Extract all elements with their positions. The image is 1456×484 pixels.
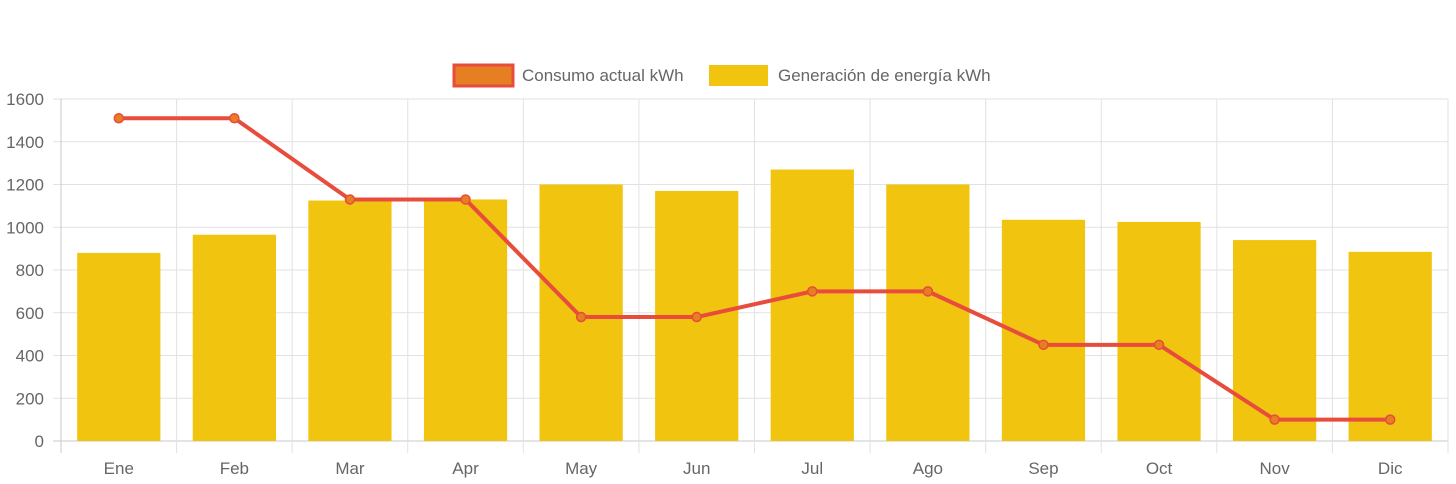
y-tick-label: 1200 xyxy=(6,176,44,195)
point-mar[interactable] xyxy=(344,194,356,205)
x-tick-label-jun: Jun xyxy=(683,459,710,478)
bar-feb[interactable] xyxy=(192,234,276,441)
x-tick-label-feb: Feb xyxy=(220,459,249,478)
point-may[interactable] xyxy=(575,311,587,323)
point-dic[interactable] xyxy=(1384,414,1396,425)
point-oct[interactable] xyxy=(1153,339,1165,351)
bar-jul[interactable] xyxy=(770,169,854,441)
consumo-line xyxy=(118,116,1391,422)
bar-oct[interactable] xyxy=(1117,221,1201,441)
legend-item-consumo[interactable]: Consumo actual kWh xyxy=(452,63,684,88)
x-tick-label-dic: Dic xyxy=(1378,459,1403,478)
point-ago[interactable] xyxy=(922,286,934,297)
axes: 0 200 400 600 800 1000 1200 1400 1600 Ene Feb Mar Ap… xyxy=(6,90,1403,478)
x-tick-label-may: May xyxy=(565,459,598,478)
y-tick-label: 1400 xyxy=(6,133,44,152)
y-tick-label: 600 xyxy=(16,304,44,323)
legend-label-consumo: Consumo actual kWh xyxy=(522,66,684,85)
x-tick-label-apr: Apr xyxy=(452,459,479,478)
y-tick-label: 200 xyxy=(16,389,44,408)
bar-dic[interactable] xyxy=(1348,251,1432,441)
bar-nov[interactable] xyxy=(1233,240,1317,441)
point-sep[interactable] xyxy=(1038,339,1049,351)
y-tick-label: 1600 xyxy=(6,90,44,109)
y-tick-label: 800 xyxy=(16,261,44,280)
x-tick-label-ene: Ene xyxy=(104,459,134,478)
bar-ago[interactable] xyxy=(886,184,970,442)
bar-ene[interactable] xyxy=(77,252,161,441)
y-tick-label: 1000 xyxy=(6,218,44,237)
point-ene[interactable] xyxy=(113,112,125,124)
x-tick-label-oct: Oct xyxy=(1146,459,1173,478)
y-tick-label: 400 xyxy=(16,347,44,366)
x-tick-label-mar: Mar xyxy=(335,459,365,478)
legend: Consumo actual kWh Generación de energía… xyxy=(452,63,991,88)
legend-item-generacion[interactable]: Generación de energía kWh xyxy=(709,65,991,86)
x-tick-label-jul: Jul xyxy=(801,459,823,478)
bar-apr[interactable] xyxy=(423,199,508,441)
y-tick-label: 0 xyxy=(35,432,44,451)
point-jun[interactable] xyxy=(691,311,702,323)
x-tick-label-ago: Ago xyxy=(913,459,943,478)
point-nov[interactable] xyxy=(1269,414,1280,425)
x-tick-label-nov: Nov xyxy=(1260,459,1291,478)
legend-swatch-consumo xyxy=(452,63,515,88)
x-tick-label-sep: Sep xyxy=(1028,459,1058,478)
point-jul[interactable] xyxy=(807,286,818,297)
point-apr[interactable] xyxy=(460,194,471,205)
point-feb[interactable] xyxy=(229,112,240,124)
legend-label-generacion: Generación de energía kWh xyxy=(778,66,991,85)
line-series-consumo xyxy=(113,112,1396,425)
legend-swatch-generacion xyxy=(709,65,768,86)
bar-series-generacion xyxy=(77,169,1432,442)
bar-mar[interactable] xyxy=(308,200,392,441)
